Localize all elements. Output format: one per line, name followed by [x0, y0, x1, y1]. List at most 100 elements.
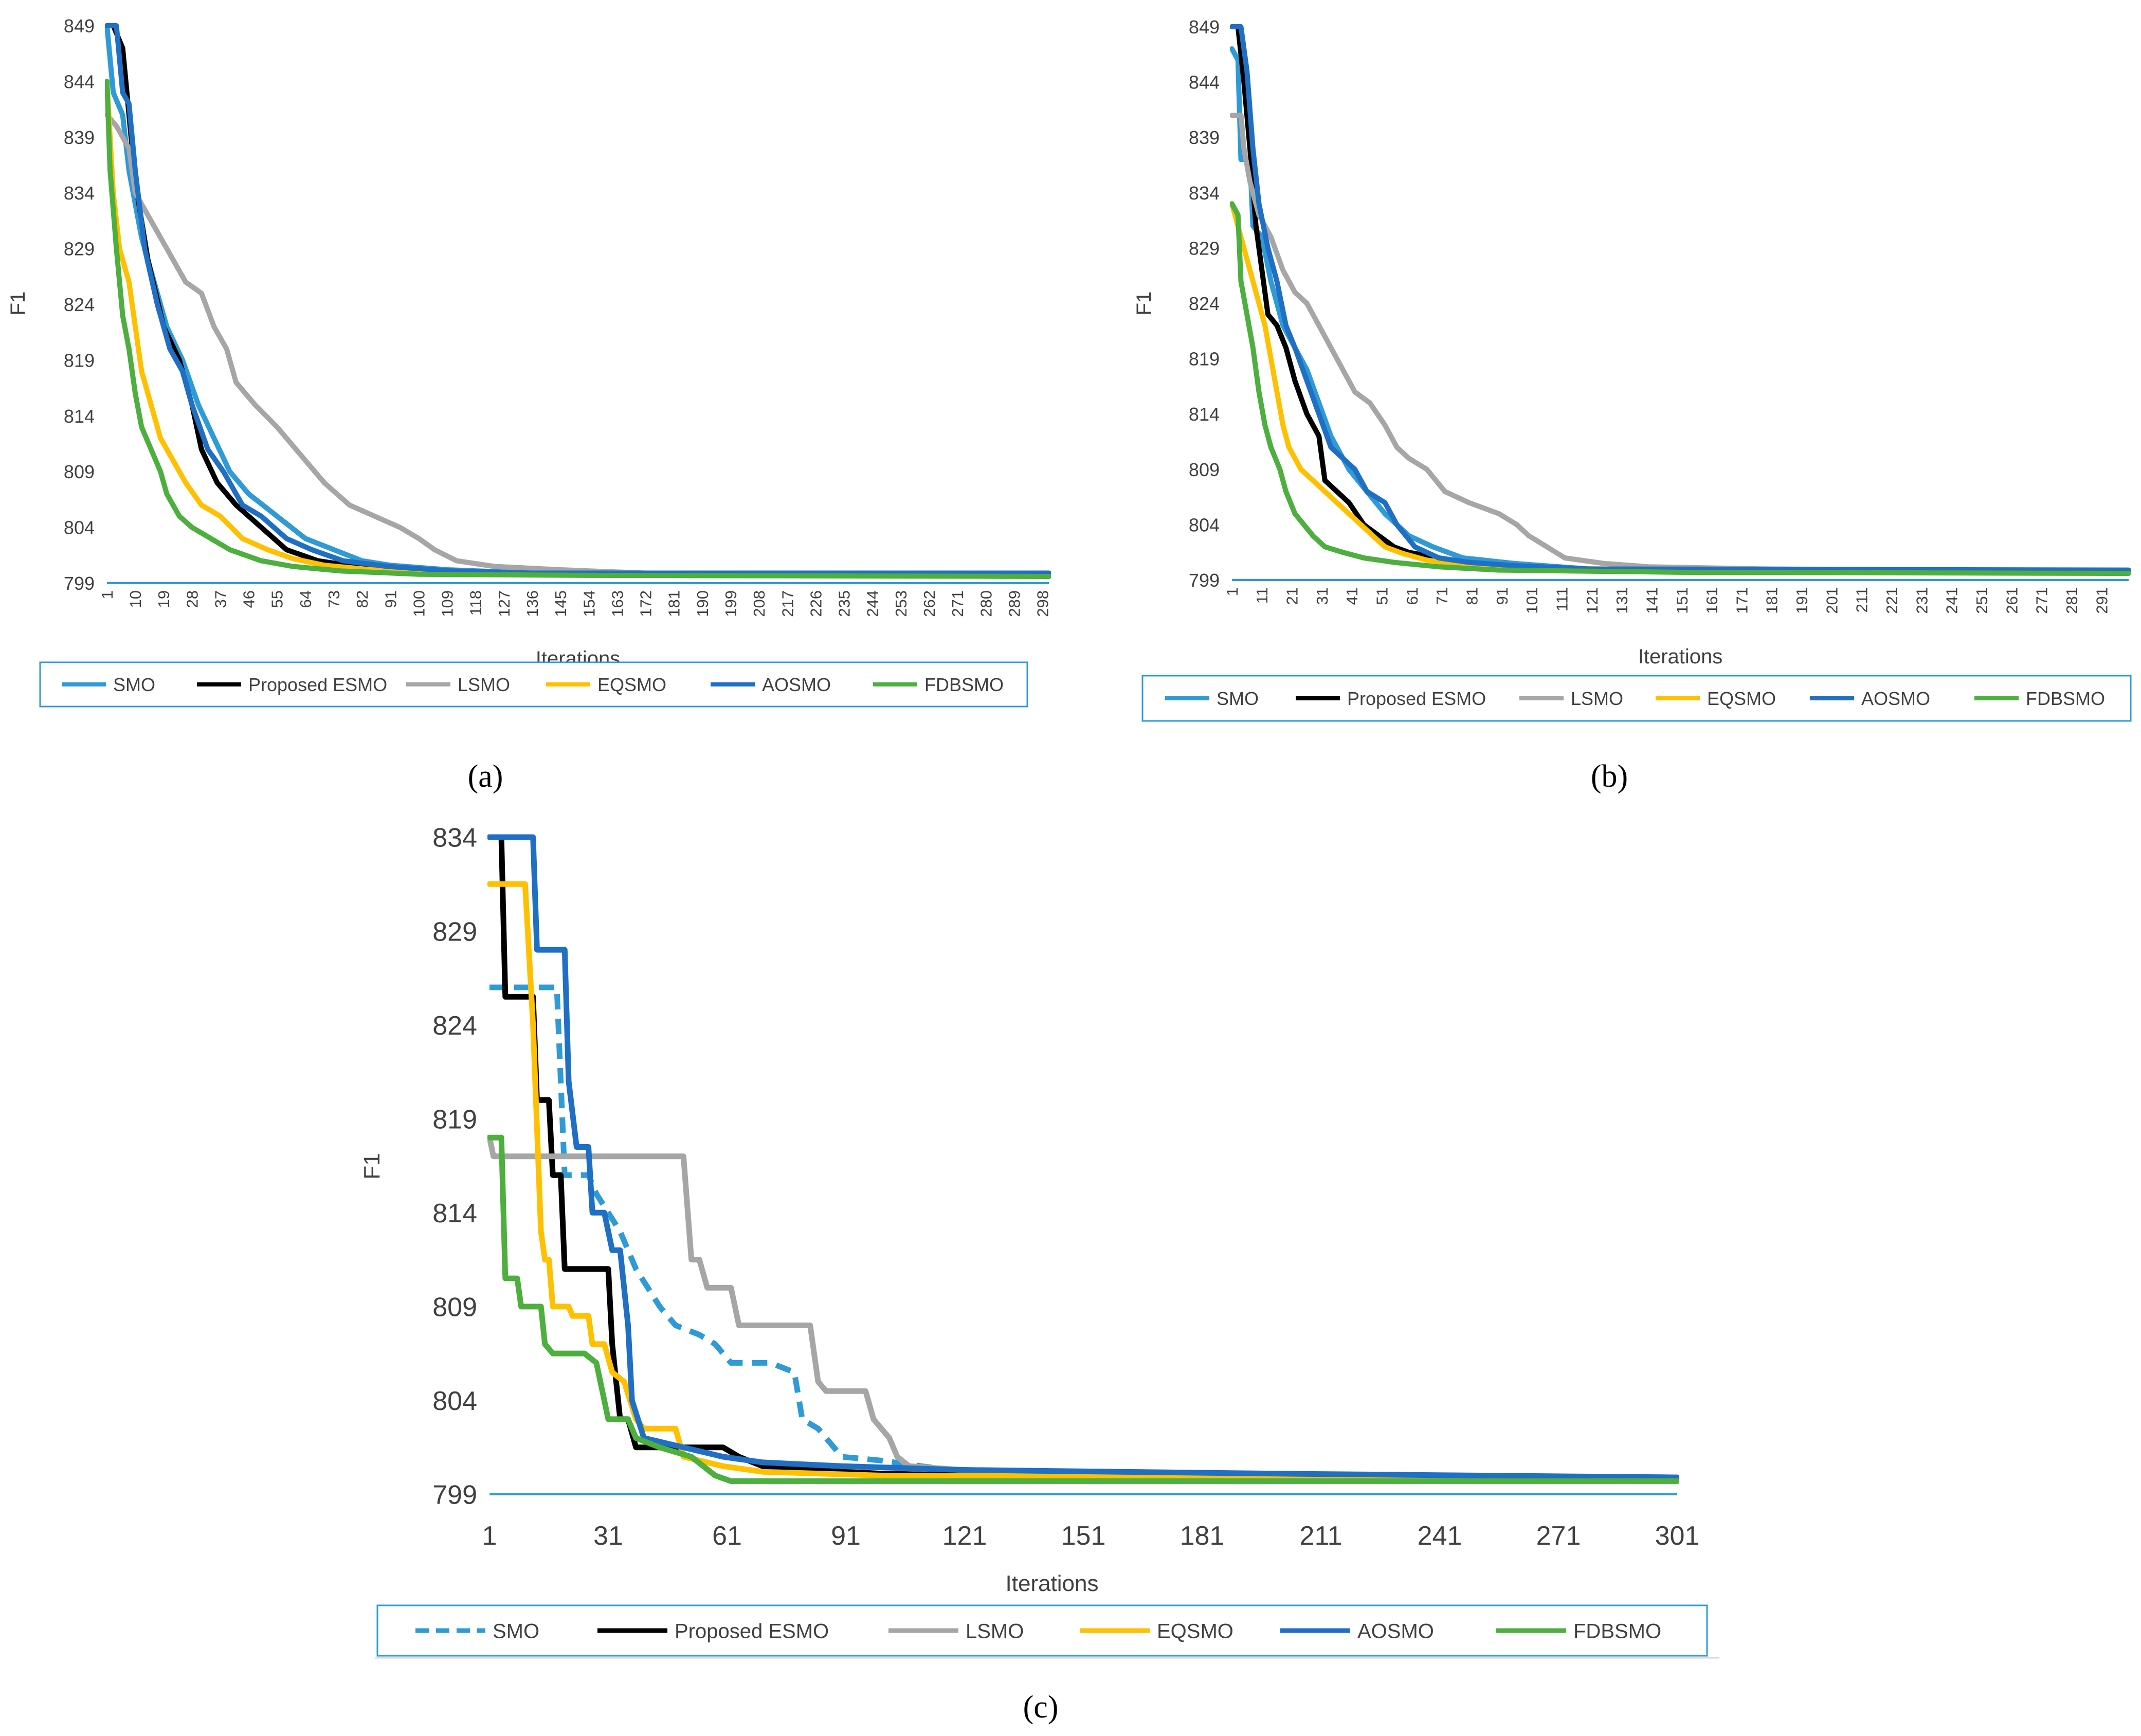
- x-tick-label: 289: [1005, 590, 1023, 617]
- series-line-eqsmo: [105, 79, 1051, 577]
- x-tick-label: 244: [864, 590, 882, 617]
- y-tick-label: 844: [64, 71, 95, 92]
- y-tick-label: 804: [64, 517, 95, 538]
- x-tick-label: 208: [750, 590, 768, 617]
- x-tick-label: 171: [1733, 587, 1751, 614]
- series-group: [487, 834, 1679, 1484]
- legend-label-proposed-esmo: Proposed ESMO: [1347, 688, 1486, 709]
- legend-label-aosmo: AOSMO: [1357, 1620, 1434, 1642]
- x-tick-label: 91: [1493, 587, 1511, 605]
- x-tick-label: 151: [1061, 1521, 1106, 1551]
- x-tick-label: 221: [1883, 587, 1901, 614]
- y-axis-title: F1: [7, 292, 29, 316]
- x-tick-label: 181: [1763, 587, 1781, 614]
- y-axis-title: F1: [359, 1153, 385, 1179]
- x-tick-label: 73: [325, 590, 343, 608]
- x-tick-label: 241: [1943, 587, 1961, 614]
- x-tick-label: 10: [126, 590, 144, 608]
- legend-box: [376, 1604, 1708, 1657]
- y-tick-label: 804: [432, 1386, 477, 1416]
- x-tick-label: 145: [552, 590, 570, 617]
- x-tick-label: 1: [98, 590, 116, 599]
- y-tick-label: 839: [64, 127, 95, 148]
- x-tick-label: 31: [593, 1521, 623, 1551]
- y-tick-label: 824: [64, 294, 95, 315]
- y-tick-label: 844: [1189, 72, 1220, 93]
- x-tick-label: 100: [410, 590, 428, 617]
- x-tick-label: 101: [1523, 587, 1541, 614]
- x-tick-label: 261: [2003, 587, 2021, 614]
- series-line-fdbsmo: [105, 79, 1051, 579]
- series-group: [1230, 24, 2131, 576]
- y-tick-label: 834: [432, 823, 477, 853]
- x-tick-label: 82: [353, 590, 371, 608]
- legend-label-smo: SMO: [1217, 688, 1259, 709]
- series-line-eqsmo: [1230, 201, 2131, 574]
- y-tick-label: 799: [1189, 570, 1220, 591]
- x-tick-label: 163: [608, 590, 626, 617]
- y-tick-label: 834: [64, 183, 95, 204]
- y-tick-label: 804: [1189, 514, 1220, 535]
- x-tick-label: 111: [1553, 587, 1571, 611]
- y-tick-label: 799: [64, 573, 95, 594]
- x-tick-label: 253: [892, 590, 910, 617]
- chart-panel-a: (a) 799 804 809 814 819 824 829 834 839 844 849 1 10…: [7, 15, 1052, 794]
- y-tick-label: 809: [64, 461, 95, 482]
- x-tick-label: 1: [1223, 587, 1241, 596]
- y-axis-title: F1: [1133, 292, 1155, 316]
- x-tick-label: 199: [722, 590, 740, 617]
- y-tick-label: 799: [432, 1480, 477, 1510]
- legend-label-proposed-esmo: Proposed ESMO: [675, 1620, 829, 1642]
- series-line-lsmo: [105, 112, 1051, 577]
- y-tick-label: 819: [64, 350, 95, 371]
- x-tick-label: 55: [268, 590, 286, 608]
- x-tick-label: 41: [1343, 587, 1361, 605]
- x-tick-label: 37: [211, 590, 229, 608]
- y-tick-label: 814: [1189, 404, 1220, 425]
- x-tick-label: 280: [977, 590, 995, 617]
- x-tick-label: 235: [836, 590, 854, 617]
- x-tick-label: 251: [1973, 587, 1991, 614]
- x-tick-label: 271: [1536, 1521, 1581, 1551]
- legend-label-fdbsmo: FDBSMO: [924, 674, 1004, 695]
- x-tick-label: 1: [482, 1521, 497, 1551]
- series-line-eqsmo: [487, 881, 1679, 1480]
- legend-label-eqsmo: EQSMO: [597, 674, 666, 695]
- y-tick-label: 814: [432, 1199, 477, 1228]
- x-tick-label: 154: [580, 590, 598, 617]
- y-tick-label: 829: [432, 917, 477, 947]
- x-tick-label: 231: [1913, 587, 1931, 614]
- y-tick-label: 829: [64, 239, 95, 260]
- x-tick-label: 161: [1703, 587, 1721, 614]
- y-tick-label: 809: [432, 1293, 477, 1323]
- x-tick-label: 271: [949, 590, 967, 617]
- x-tick-label: 127: [495, 590, 513, 617]
- series-line-aosmo: [487, 834, 1679, 1480]
- x-tick-label: 71: [1433, 587, 1451, 605]
- x-tick-label: 91: [382, 590, 400, 608]
- y-tick-label: 849: [1189, 16, 1220, 38]
- x-tick-label: 271: [2033, 587, 2051, 614]
- x-tick-label: 281: [2063, 587, 2081, 614]
- x-axis-title: Iterations: [1006, 1571, 1099, 1596]
- x-tick-label: 31: [1313, 587, 1331, 605]
- x-tick-label: 181: [1180, 1521, 1225, 1551]
- x-tick-label: 109: [439, 590, 457, 617]
- x-tick-label: 121: [942, 1521, 987, 1551]
- x-tick-label: 201: [1823, 587, 1841, 614]
- legend: SMO Proposed ESMO LSMO EQSMO AOSMO FDBSMO: [376, 1604, 1708, 1657]
- y-tick-label: 824: [432, 1011, 477, 1041]
- series-line-aosmo: [105, 23, 1051, 576]
- legend-label-fdbsmo: FDBSMO: [1573, 1620, 1661, 1642]
- x-tick-label: 298: [1034, 590, 1052, 617]
- x-tick-label: 226: [807, 590, 825, 617]
- series-line-smo: [105, 23, 1051, 578]
- x-tick-label: 262: [920, 590, 938, 617]
- legend-label-eqsmo: EQSMO: [1157, 1620, 1233, 1642]
- legend: SMO Proposed ESMO LSMO EQSMO AOSMO FDBSMO: [39, 661, 1028, 708]
- series-group: [105, 23, 1051, 579]
- x-tick-label: 211: [1853, 587, 1871, 612]
- x-tick-label: 21: [1283, 587, 1301, 605]
